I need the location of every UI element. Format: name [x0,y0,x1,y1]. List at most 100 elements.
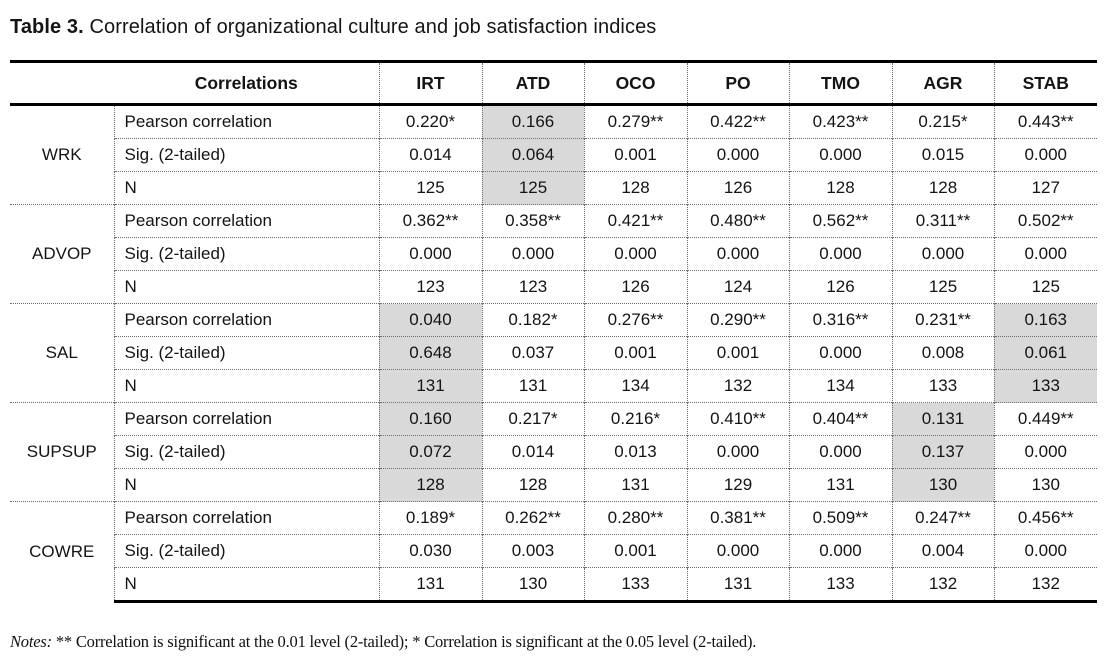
column-header-po: PO [686,60,789,106]
table-notes: Notes: ** Correlation is significant at … [10,632,1112,652]
table-row: N 131 131 134 132 134 133 133 [10,369,1097,403]
data-cell: 0.000 [993,237,1097,271]
header-row: Correlations IRT ATD OCO PO TMO AGR STAB [10,60,1097,106]
metric-label: Pearson correlation [113,501,379,535]
data-cell: 131 [788,468,892,502]
data-cell: 0.182* [481,303,584,337]
data-cell: 0.216* [583,402,687,436]
data-cell: 0.000 [686,237,789,271]
data-cell: 0.509** [788,501,892,535]
data-cell: 123 [481,270,584,304]
data-cell: 123 [378,270,482,304]
data-cell: 0.037 [481,336,584,370]
data-cell: 132 [993,567,1097,603]
data-cell: 0.456** [993,501,1097,535]
group-label-sal: SAL [10,303,114,403]
table-row: ADVOP Pearson correlation 0.362** 0.358*… [10,204,1097,304]
data-cell: 0.000 [686,435,789,469]
data-cell: 131 [378,567,482,603]
metric-label: Pearson correlation [113,104,379,139]
data-cell: 0.000 [993,138,1097,172]
data-cell: 128 [378,468,482,502]
table-row: SAL Pearson correlation 0.040 0.182* 0.2… [10,303,1097,403]
column-header-correlations: Correlations [114,60,379,106]
group-label-wrk: WRK [10,104,114,205]
metric-label: Pearson correlation [113,303,379,337]
data-cell: 0.131 [891,402,994,436]
data-cell: 131 [481,369,584,403]
data-cell: 0.000 [891,237,994,271]
data-cell: 0.000 [788,534,892,568]
data-cell: 132 [686,369,789,403]
data-cell: 130 [891,468,994,502]
table-title: Table 3. Correlation of organizational c… [10,16,1112,39]
data-cell: 126 [788,270,892,304]
correlations-table: Correlations IRT ATD OCO PO TMO AGR STAB… [10,60,1097,603]
table-row: SUPSUP Pearson correlation 0.160 0.217* … [10,402,1097,502]
column-header-irt: IRT [378,60,482,106]
table-row: WRK Pearson correlation 0.220* 0.166 0.2… [10,104,1097,205]
metric-label: Sig. (2-tailed) [113,138,379,172]
group-label-advop: ADVOP [10,204,114,304]
data-cell: 0.000 [788,237,892,271]
data-cell: 128 [891,171,994,205]
data-cell: 0.247** [891,501,994,535]
data-cell: 0.562** [788,204,892,238]
data-cell: 126 [583,270,687,304]
data-cell: 128 [583,171,687,205]
data-cell: 126 [686,171,789,205]
data-cell: 131 [583,468,687,502]
data-cell: 0.000 [481,237,584,271]
data-cell: 0.217* [481,402,584,436]
data-cell: 0.014 [378,138,482,172]
data-cell: 0.000 [993,534,1097,568]
column-header-stab: STAB [993,60,1097,106]
data-cell: 0.358** [481,204,584,238]
data-cell: 0.001 [686,336,789,370]
data-cell: 0.423** [788,104,892,139]
data-cell: 0.316** [788,303,892,337]
notes-label: Notes: [10,632,52,651]
data-cell: 0.072 [378,435,482,469]
metric-label: Sig. (2-tailed) [113,435,379,469]
metric-label: Sig. (2-tailed) [113,534,379,568]
metric-label: Sig. (2-tailed) [113,237,379,271]
data-cell: 0.000 [788,435,892,469]
metric-label: N [113,270,379,304]
data-cell: 0.001 [583,138,687,172]
data-cell: 0.220* [378,104,482,139]
data-cell: 0.030 [378,534,482,568]
data-cell: 0.449** [993,402,1097,436]
data-cell: 128 [481,468,584,502]
data-cell: 0.280** [583,501,687,535]
data-cell: 0.262** [481,501,584,535]
data-cell: 0.648 [378,336,482,370]
data-cell: 0.311** [891,204,994,238]
metric-label: N [113,468,379,502]
data-cell: 133 [583,567,687,603]
corner-cell [10,60,114,106]
data-cell: 125 [993,270,1097,304]
data-cell: 133 [891,369,994,403]
data-cell: 0.000 [993,435,1097,469]
column-header-agr: AGR [891,60,994,106]
table-caption-label: Table 3. [10,16,84,38]
data-cell: 0.279** [583,104,687,139]
data-cell: 0.001 [583,336,687,370]
data-cell: 0.276** [583,303,687,337]
table-row: Sig. (2-tailed) 0.648 0.037 0.001 0.001 … [10,336,1097,370]
table-row: Sig. (2-tailed) 0.014 0.064 0.001 0.000 … [10,138,1097,172]
data-cell: 0.000 [583,237,687,271]
data-cell: 0.008 [891,336,994,370]
data-cell: 0.000 [686,534,789,568]
data-cell: 0.480** [686,204,789,238]
table-row: COWRE Pearson correlation 0.189* 0.262**… [10,501,1097,602]
data-cell: 0.061 [993,336,1097,370]
data-cell: 0.421** [583,204,687,238]
data-cell: 125 [378,171,482,205]
data-cell: 0.422** [686,104,789,139]
group-label-supsup: SUPSUP [10,402,114,502]
metric-label: N [113,171,379,205]
table-row: Sig. (2-tailed) 0.072 0.014 0.013 0.000 … [10,435,1097,469]
data-cell: 131 [686,567,789,603]
